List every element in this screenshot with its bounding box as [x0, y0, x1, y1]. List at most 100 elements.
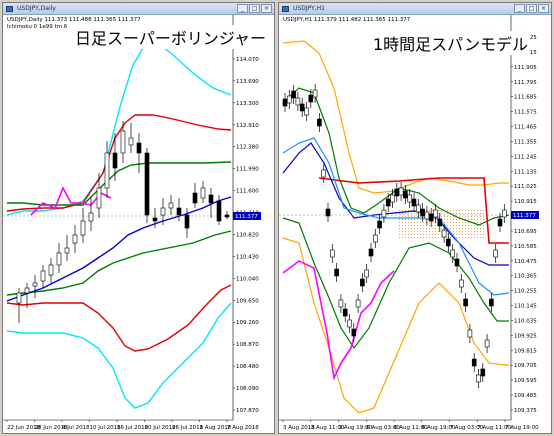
hourly-candle [291, 90, 296, 99]
maximize-button[interactable]: □ [249, 4, 260, 13]
hourly-candle [364, 269, 369, 278]
close-button[interactable]: × [261, 4, 272, 13]
hourly-price-tick-label: 111.025 [514, 184, 537, 190]
daily-chart-titlebar[interactable]: USDJPY,Daily _ □ × [3, 3, 274, 15]
daily-candle [96, 187, 102, 209]
daily-price-tick-label: 112.910 [236, 123, 259, 129]
hourly-chart-plot[interactable]: 112.125112.015111.905111.795111.685111.5… [279, 3, 551, 433]
hourly-time-tick-label: 6 Aug 19:00 [422, 425, 456, 431]
hourly-chart-window[interactable]: USDJPY,H1 _ □ × 112.125112.015111.905111… [278, 2, 552, 434]
daily-price-tick-label: 111.600 [236, 189, 259, 195]
hourly-time-tick-label: 6 Aug 11:00 [394, 425, 428, 431]
lower-1sigma-line [6, 230, 232, 296]
daily-candle [32, 282, 38, 287]
daily-chart-heading: 日足スーパーボリンジャー [73, 25, 269, 49]
daily-price-tick-label: 113.690 [236, 79, 259, 85]
hourly-candle [295, 97, 301, 106]
upper-middle-band-line [282, 87, 510, 226]
minimize-button[interactable]: _ [237, 4, 248, 13]
daily-time-tick-label: 7 Aug 2018 [227, 425, 259, 431]
daily-candle [16, 292, 22, 304]
hourly-candle [433, 209, 438, 218]
daily-time-tick-label: 20 Jul 2018 [145, 425, 177, 431]
hourly-price-tick-label: 110.695 [514, 229, 537, 235]
hourly-candle [476, 374, 481, 383]
daily-candle [224, 214, 230, 218]
hourly-price-tick-label: 111.685 [514, 95, 537, 101]
hourly-price-tick-label: 109.815 [514, 348, 537, 354]
daily-candle [40, 270, 46, 282]
hourly-candle [484, 339, 490, 348]
hourly-candle [317, 118, 322, 127]
hourly-price-tick-label: 110.915 [514, 199, 537, 205]
hourly-candle [373, 234, 378, 243]
daily-candle [184, 214, 190, 229]
daily-candle [48, 264, 54, 276]
hourly-time-tick-label: 7 Aug 19:00 [505, 425, 539, 431]
hourly-time-tick-label: 3 Aug 2018 [283, 425, 315, 431]
hourly-candle [403, 190, 408, 199]
daily-candle [128, 137, 134, 146]
hourly-price-tick-label: 111.135 [514, 169, 537, 175]
hourly-price-tick-label: 110.035 [514, 318, 537, 324]
hourly-candle [467, 329, 473, 338]
current-price-label: 111.377 [235, 214, 258, 220]
daily-candle [120, 130, 126, 154]
hourly-candle [450, 249, 455, 258]
hourly-price-tick-label: 110.145 [514, 304, 537, 310]
hourly-price-tick-label: 110.365 [514, 274, 537, 280]
hourly-price-tick-label: 111.355 [514, 139, 537, 145]
daily-time-tick-label: 26 Jul 2018 [172, 425, 204, 431]
hourly-candle [441, 229, 447, 238]
upper-band-line [282, 40, 509, 194]
hourly-price-tick-label: 110.255 [514, 289, 537, 295]
daily-chart-indicator-line: Ichimoku 0 1e99 tm 6 [7, 24, 68, 30]
daily-candle [104, 152, 110, 189]
daily-candle [56, 252, 62, 266]
hourly-price-tick-label: 109.925 [514, 333, 537, 339]
daily-price-tick-label: 109.260 [236, 320, 259, 326]
minimize-button[interactable]: _ [514, 4, 525, 13]
hourly-candle [502, 209, 507, 218]
hourly-price-tick-label: 110.585 [514, 244, 537, 250]
hourly-price-tick-label: 109.595 [514, 378, 537, 384]
daily-candle [144, 152, 150, 216]
daily-chart-plot[interactable]: 114.470114.070113.690113.300112.910112.3… [3, 3, 274, 433]
hourly-candle [394, 188, 400, 197]
daily-chart-window[interactable]: USDJPY,Daily _ □ × 114.470114.070113.690… [2, 2, 275, 434]
daily-candle [64, 247, 70, 254]
hourly-candle [437, 218, 443, 227]
hourly-candle [304, 107, 309, 116]
daily-time-tick-label: 28 Jun 2018 [35, 425, 69, 431]
hourly-price-tick-label: 109.705 [514, 363, 537, 369]
hourly-candle [411, 198, 417, 207]
hourly-candle [334, 268, 339, 277]
hourly-candle [428, 213, 434, 222]
daily-price-tick-label: 107.870 [236, 408, 259, 414]
hourly-candle [385, 198, 391, 207]
moving-average-line [6, 196, 232, 302]
daily-candle [176, 207, 182, 216]
hourly-candle [325, 208, 331, 217]
hourly-candle [368, 248, 374, 257]
lower-middle-band-line [282, 217, 509, 350]
hourly-candle [446, 238, 451, 247]
hourly-candle [351, 328, 357, 337]
lower-3sigma-line [6, 302, 232, 409]
hourly-chart-titlebar[interactable]: USDJPY,H1 _ □ × [279, 3, 551, 15]
hourly-candle [398, 187, 404, 196]
daily-price-tick-label: 112.380 [236, 145, 259, 151]
close-button[interactable]: × [538, 4, 549, 13]
current-price-label: 111.377 [513, 213, 536, 219]
daily-candle [216, 200, 222, 222]
upper-3sigma-line [6, 42, 232, 216]
daily-price-tick-label: 114.070 [236, 57, 259, 63]
hourly-candle [480, 368, 486, 377]
maximize-button[interactable]: □ [526, 4, 537, 13]
hourly-candle [360, 278, 365, 287]
daily-time-tick-label: 10 Jul 2018 [90, 425, 122, 431]
hourly-candle [407, 194, 412, 203]
hourly-candle [459, 279, 464, 288]
hourly-time-tick-label: 6 Aug 03:00 [366, 425, 400, 431]
daily-time-tick-label: 16 Jul 2018 [117, 425, 149, 431]
